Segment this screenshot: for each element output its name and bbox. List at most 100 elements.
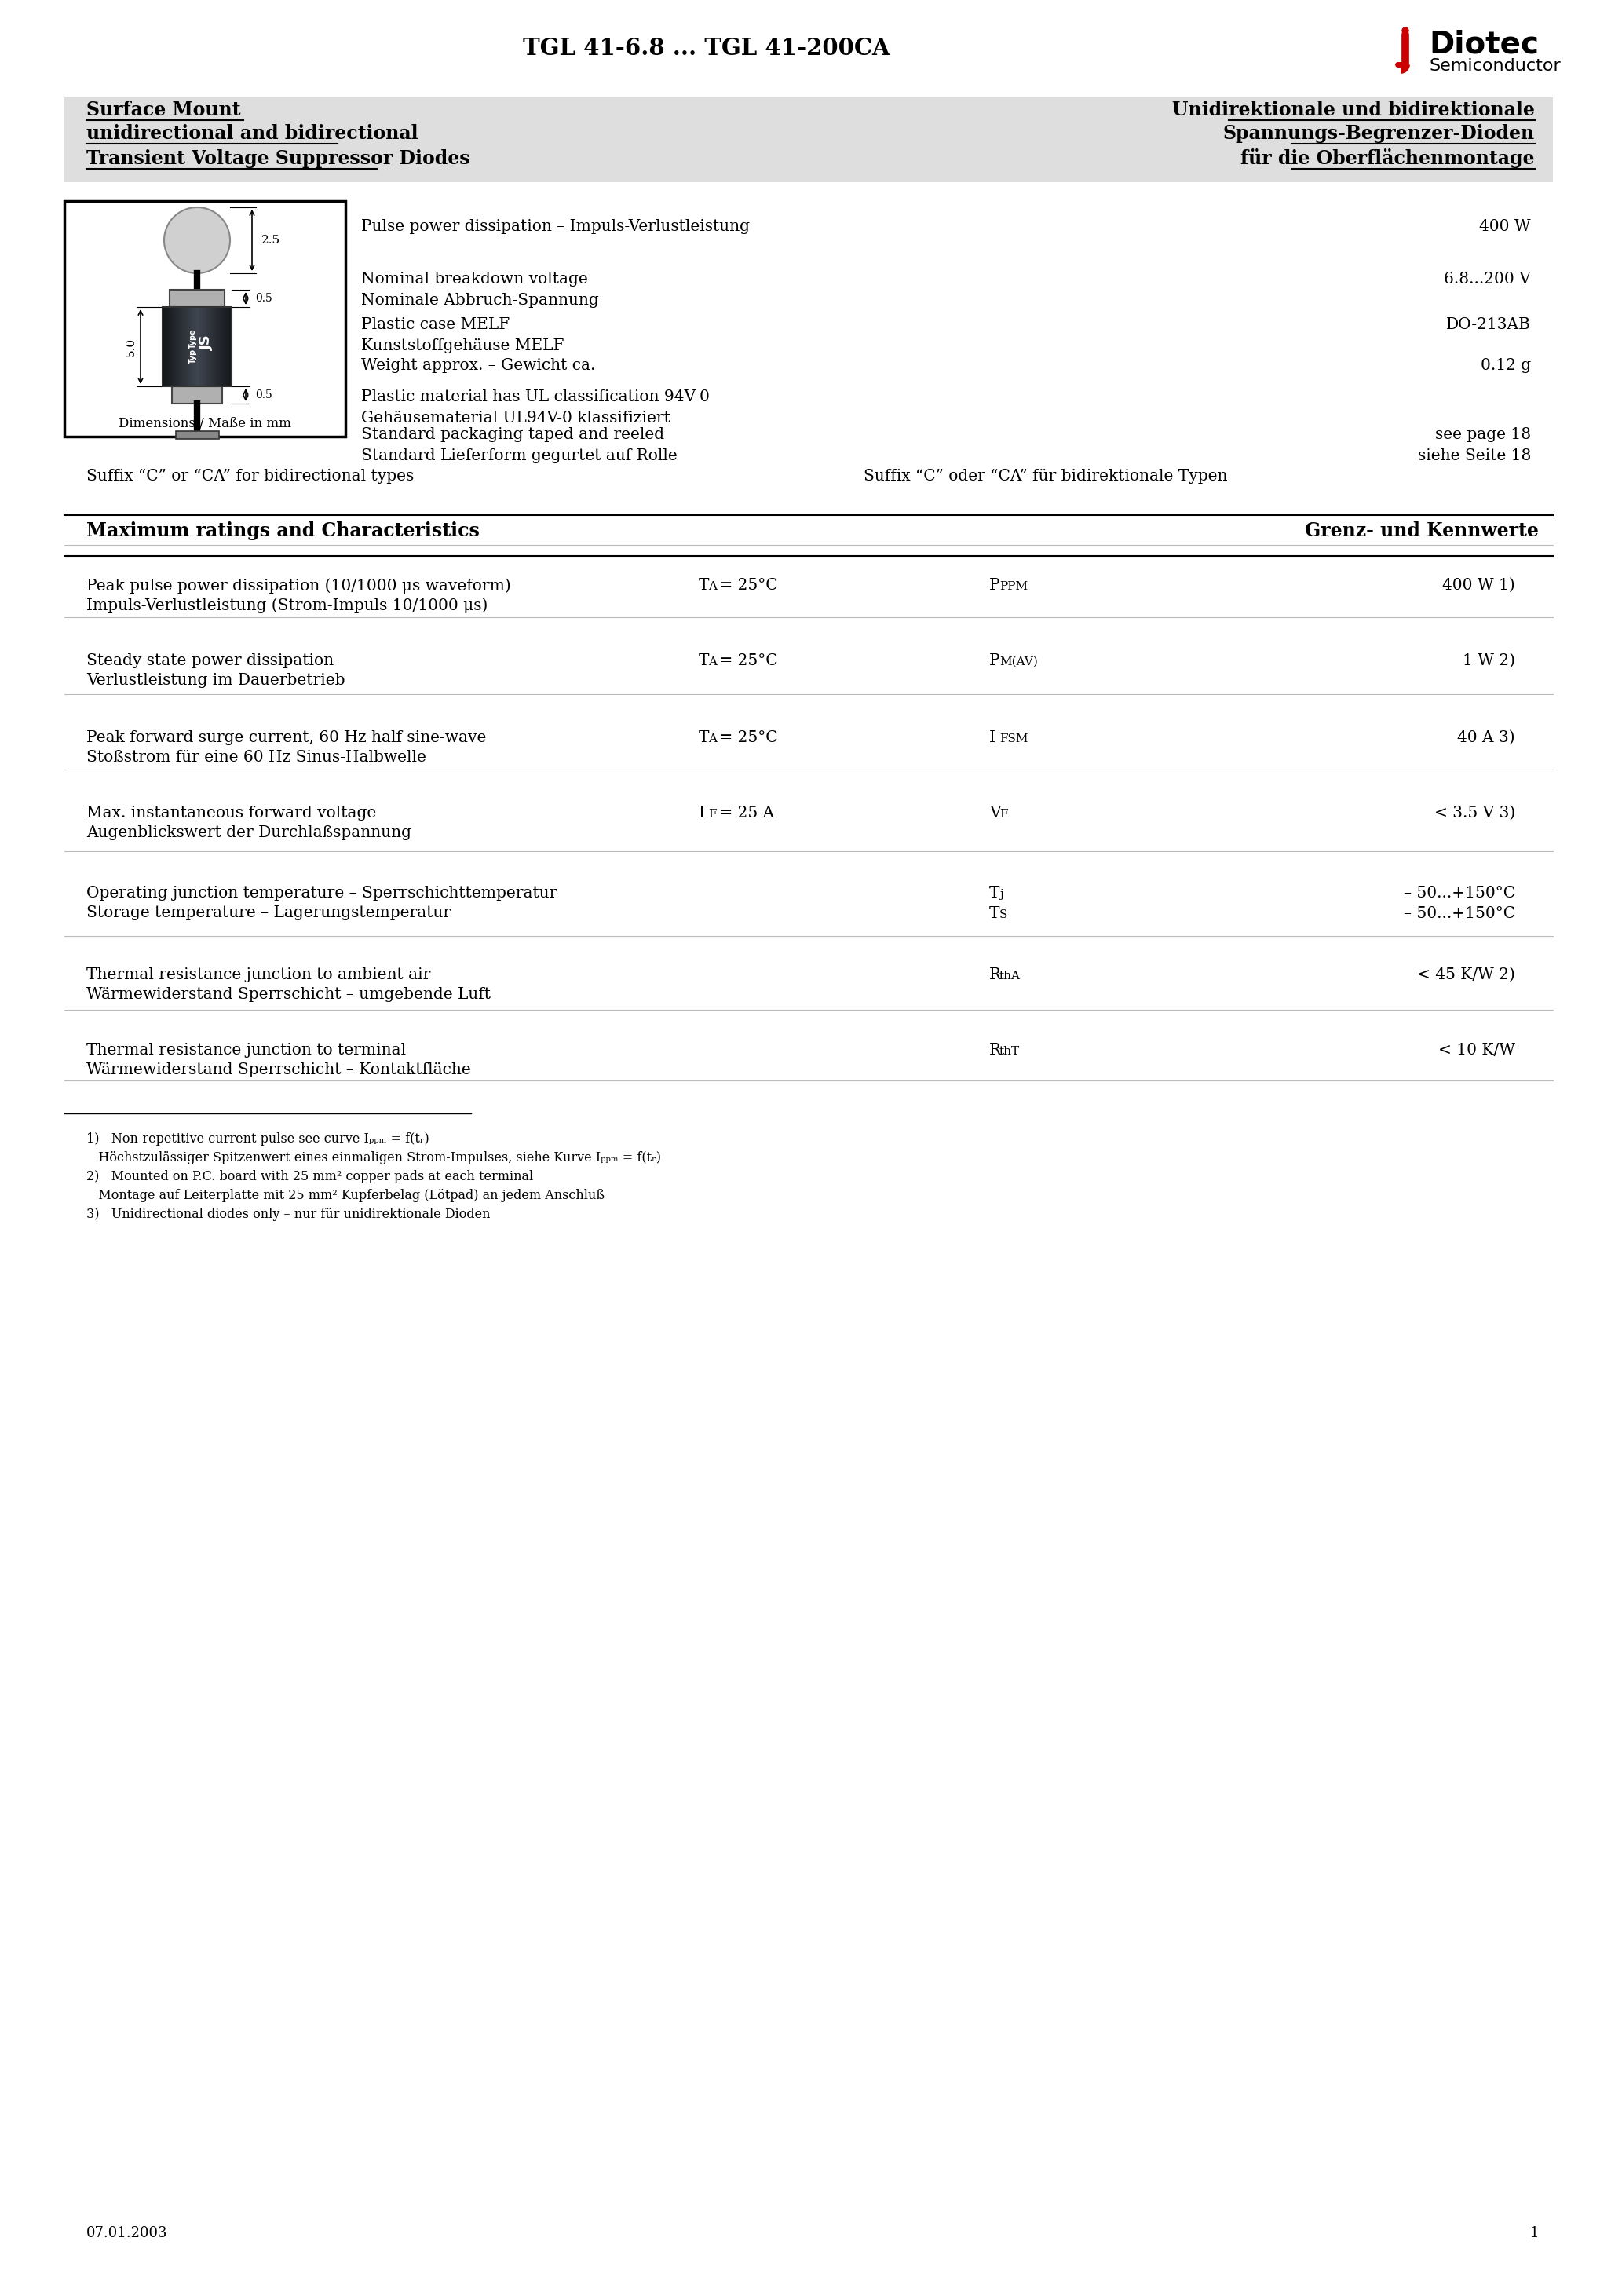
- Text: Verlustleistung im Dauerbetrieb: Verlustleistung im Dauerbetrieb: [86, 673, 345, 689]
- Text: Höchstzulässiger Spitzenwert eines einmaligen Strom-Impulses, siehe Kurve Iₚₚₘ =: Höchstzulässiger Spitzenwert eines einma…: [86, 1150, 662, 1164]
- Text: 1: 1: [1530, 2227, 1539, 2241]
- Text: Transient Voltage Suppressor Diodes: Transient Voltage Suppressor Diodes: [86, 149, 470, 168]
- Text: R: R: [989, 1042, 1001, 1058]
- Text: Thermal resistance junction to ambient air: Thermal resistance junction to ambient a…: [86, 967, 430, 983]
- Text: Maximum ratings and Characteristics: Maximum ratings and Characteristics: [86, 521, 480, 540]
- Text: = 25°C: = 25°C: [714, 579, 777, 592]
- Text: P: P: [989, 579, 999, 592]
- Text: DO-213AB: DO-213AB: [1447, 317, 1531, 333]
- Text: Steady state power dissipation: Steady state power dissipation: [86, 654, 334, 668]
- Text: Standard packaging taped and reeled: Standard packaging taped and reeled: [362, 427, 665, 443]
- Text: T: T: [989, 886, 999, 900]
- Text: Plastic material has UL classification 94V-0: Plastic material has UL classification 9…: [362, 390, 710, 404]
- Text: A: A: [709, 732, 717, 744]
- Text: 3)   Unidirectional diodes only – nur für unidirektionale Dioden: 3) Unidirectional diodes only – nur für …: [86, 1208, 490, 1221]
- Text: 0.12 g: 0.12 g: [1481, 358, 1531, 372]
- Text: 400 W: 400 W: [1479, 218, 1531, 234]
- Text: Kunststoffgehäuse MELF: Kunststoffgehäuse MELF: [362, 338, 564, 354]
- Bar: [170, 289, 224, 308]
- Text: Max. instantaneous forward voltage: Max. instantaneous forward voltage: [86, 806, 376, 820]
- Text: P: P: [989, 654, 999, 668]
- Text: Peak forward surge current, 60 Hz half sine-wave: Peak forward surge current, 60 Hz half s…: [86, 730, 487, 746]
- Circle shape: [164, 207, 230, 273]
- Text: Storage temperature – Lagerungstemperatur: Storage temperature – Lagerungstemperatu…: [86, 905, 451, 921]
- Text: 1 W 2): 1 W 2): [1463, 654, 1515, 668]
- Text: 400 W 1): 400 W 1): [1442, 579, 1515, 592]
- Text: T: T: [699, 654, 709, 668]
- Text: I: I: [989, 730, 996, 746]
- Text: 07.01.2003: 07.01.2003: [86, 2227, 167, 2241]
- Text: = 25°C: = 25°C: [714, 654, 777, 668]
- Text: Weight approx. – Gewicht ca.: Weight approx. – Gewicht ca.: [362, 358, 595, 372]
- Text: unidirectional and bidirectional: unidirectional and bidirectional: [86, 124, 418, 142]
- Text: 2.5: 2.5: [261, 234, 281, 246]
- Text: Peak pulse power dissipation (10/1000 μs waveform): Peak pulse power dissipation (10/1000 μs…: [86, 579, 511, 592]
- Text: < 45 K/W 2): < 45 K/W 2): [1418, 967, 1515, 983]
- Text: 0.5: 0.5: [255, 390, 272, 400]
- Text: Operating junction temperature – Sperrschichttemperatur: Operating junction temperature – Sperrsc…: [86, 886, 556, 900]
- Text: 0.5: 0.5: [255, 294, 272, 303]
- Bar: [162, 308, 232, 386]
- Text: Augenblickswert der Durchlaßspannung: Augenblickswert der Durchlaßspannung: [86, 824, 412, 840]
- Text: Diotec: Diotec: [1429, 30, 1539, 60]
- Text: Suffix “C” oder “CA” für bidirektionale Typen: Suffix “C” oder “CA” für bidirektionale …: [863, 468, 1228, 484]
- Text: Wärmewiderstand Sperrschicht – umgebende Luft: Wärmewiderstand Sperrschicht – umgebende…: [86, 987, 491, 1001]
- Text: Gehäusematerial UL94V-0 klassifiziert: Gehäusematerial UL94V-0 klassifiziert: [362, 411, 670, 425]
- Text: < 10 K/W: < 10 K/W: [1439, 1042, 1515, 1058]
- Text: – 50...+150°C: – 50...+150°C: [1403, 886, 1515, 900]
- Text: 5.0: 5.0: [125, 338, 136, 356]
- Text: Montage auf Leiterplatte mit 25 mm² Kupferbelag (Lötpad) an jedem Anschluß: Montage auf Leiterplatte mit 25 mm² Kupf…: [86, 1189, 605, 1203]
- Text: Unidirektionale und bidirektionale: Unidirektionale und bidirektionale: [1173, 101, 1534, 119]
- Text: 1)   Non-repetitive current pulse see curve Iₚₚₘ = f(tᵣ): 1) Non-repetitive current pulse see curv…: [86, 1132, 430, 1146]
- Text: F: F: [999, 808, 1007, 820]
- Text: TGL 41-6.8 ... TGL 41-200CA: TGL 41-6.8 ... TGL 41-200CA: [522, 37, 890, 60]
- Text: T: T: [699, 579, 709, 592]
- Text: Thermal resistance junction to terminal: Thermal resistance junction to terminal: [86, 1042, 406, 1058]
- Text: Pulse power dissipation – Impuls-Verlustleistung: Pulse power dissipation – Impuls-Verlust…: [362, 218, 749, 234]
- Text: T: T: [989, 907, 999, 921]
- Text: 40 A 3): 40 A 3): [1458, 730, 1515, 746]
- Text: siehe Seite 18: siehe Seite 18: [1418, 448, 1531, 464]
- Text: für die Oberflächenmontage: für die Oberflächenmontage: [1241, 149, 1534, 168]
- Text: – 50...+150°C: – 50...+150°C: [1403, 907, 1515, 921]
- Text: S: S: [999, 909, 1007, 921]
- Text: PPM: PPM: [999, 581, 1028, 592]
- Text: M(AV): M(AV): [999, 657, 1038, 668]
- Bar: [65, 202, 345, 436]
- Text: see page 18: see page 18: [1435, 427, 1531, 443]
- Text: Wärmewiderstand Sperrschicht – Kontaktfläche: Wärmewiderstand Sperrschicht – Kontaktfl…: [86, 1063, 470, 1077]
- Text: Stoßstrom für eine 60 Hz Sinus-Halbwelle: Stoßstrom für eine 60 Hz Sinus-Halbwelle: [86, 751, 427, 765]
- Text: = 25°C: = 25°C: [714, 730, 777, 746]
- Text: 6.8...200 V: 6.8...200 V: [1444, 271, 1531, 287]
- Bar: [65, 96, 1552, 181]
- Text: Nominale Abbruch-Spannung: Nominale Abbruch-Spannung: [362, 294, 599, 308]
- Text: A: A: [709, 581, 717, 592]
- Text: = 25 A: = 25 A: [714, 806, 774, 820]
- Text: Dimensions / Maße in mm: Dimensions / Maße in mm: [118, 418, 292, 429]
- Text: R: R: [989, 967, 1001, 983]
- Text: Typ: Typ: [190, 349, 196, 363]
- Text: Impuls-Verlustleistung (Strom-Impuls 10/1000 μs): Impuls-Verlustleistung (Strom-Impuls 10/…: [86, 597, 488, 613]
- Text: Grenz- und Kennwerte: Grenz- und Kennwerte: [1306, 521, 1539, 540]
- Text: j: j: [999, 889, 1002, 900]
- Text: F: F: [709, 808, 717, 820]
- Text: V: V: [989, 806, 1001, 820]
- Text: Nominal breakdown voltage: Nominal breakdown voltage: [362, 271, 587, 287]
- Bar: [175, 432, 219, 439]
- Text: Semiconductor: Semiconductor: [1429, 57, 1560, 73]
- Text: T: T: [699, 730, 709, 746]
- Text: I: I: [699, 806, 706, 820]
- Bar: [172, 386, 222, 404]
- Text: FSM: FSM: [999, 732, 1028, 744]
- Text: A: A: [709, 657, 717, 668]
- Circle shape: [1401, 28, 1408, 34]
- Text: thA: thA: [999, 971, 1020, 980]
- Text: Surface Mount: Surface Mount: [86, 101, 240, 119]
- Text: 2)   Mounted on P.C. board with 25 mm² copper pads at each terminal: 2) Mounted on P.C. board with 25 mm² cop…: [86, 1171, 534, 1182]
- Text: Type: Type: [190, 328, 196, 349]
- Text: Standard Lieferform gegurtet auf Rolle: Standard Lieferform gegurtet auf Rolle: [362, 448, 678, 464]
- Text: JS: JS: [200, 335, 214, 351]
- Text: Suffix “C” or “CA” for bidirectional types: Suffix “C” or “CA” for bidirectional typ…: [86, 468, 414, 484]
- Text: Spannungs-Begrenzer-Dioden: Spannungs-Begrenzer-Dioden: [1223, 124, 1534, 142]
- Text: < 3.5 V 3): < 3.5 V 3): [1434, 806, 1515, 820]
